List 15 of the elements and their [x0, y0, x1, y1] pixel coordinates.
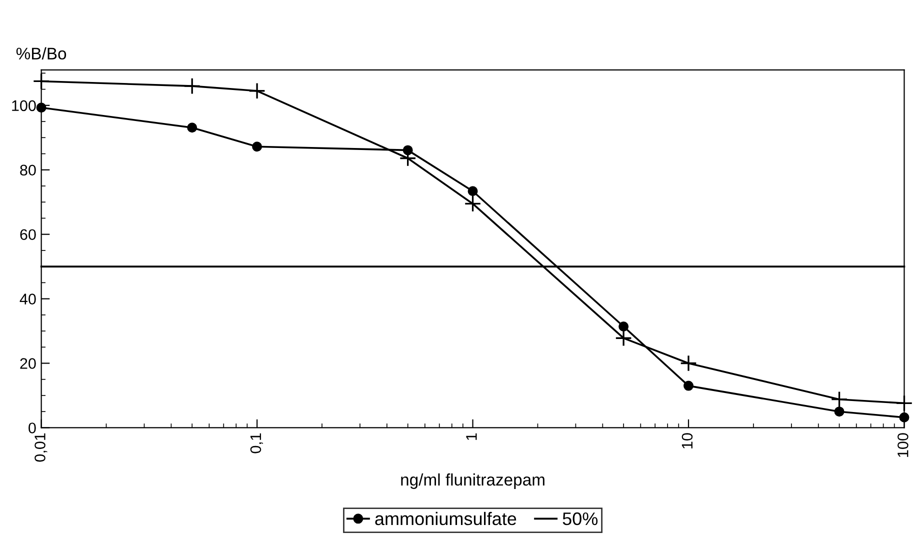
- x-tick-label: 0,1: [250, 433, 263, 454]
- x-tick-label: 0,01: [34, 433, 48, 462]
- y-tick-label: 100: [12, 100, 36, 112]
- y-axis-title: %B/Bo: [16, 47, 66, 60]
- y-tick-label: 20: [20, 358, 36, 369]
- x-axis-title: ng/ml flunitrazepam: [401, 473, 544, 489]
- x-tick-label: 100: [898, 433, 908, 457]
- y-tick-label: 80: [20, 164, 36, 176]
- x-tick-label: 1: [466, 433, 477, 440]
- legend-label: 50%: [562, 512, 598, 526]
- y-tick-label: 60: [20, 229, 36, 240]
- x-tick-label: 10: [682, 433, 693, 448]
- y-tick-label: 40: [20, 294, 36, 304]
- legend-label: ammoniumsulfate: [375, 512, 516, 526]
- y-tick-label: 0: [28, 422, 36, 434]
